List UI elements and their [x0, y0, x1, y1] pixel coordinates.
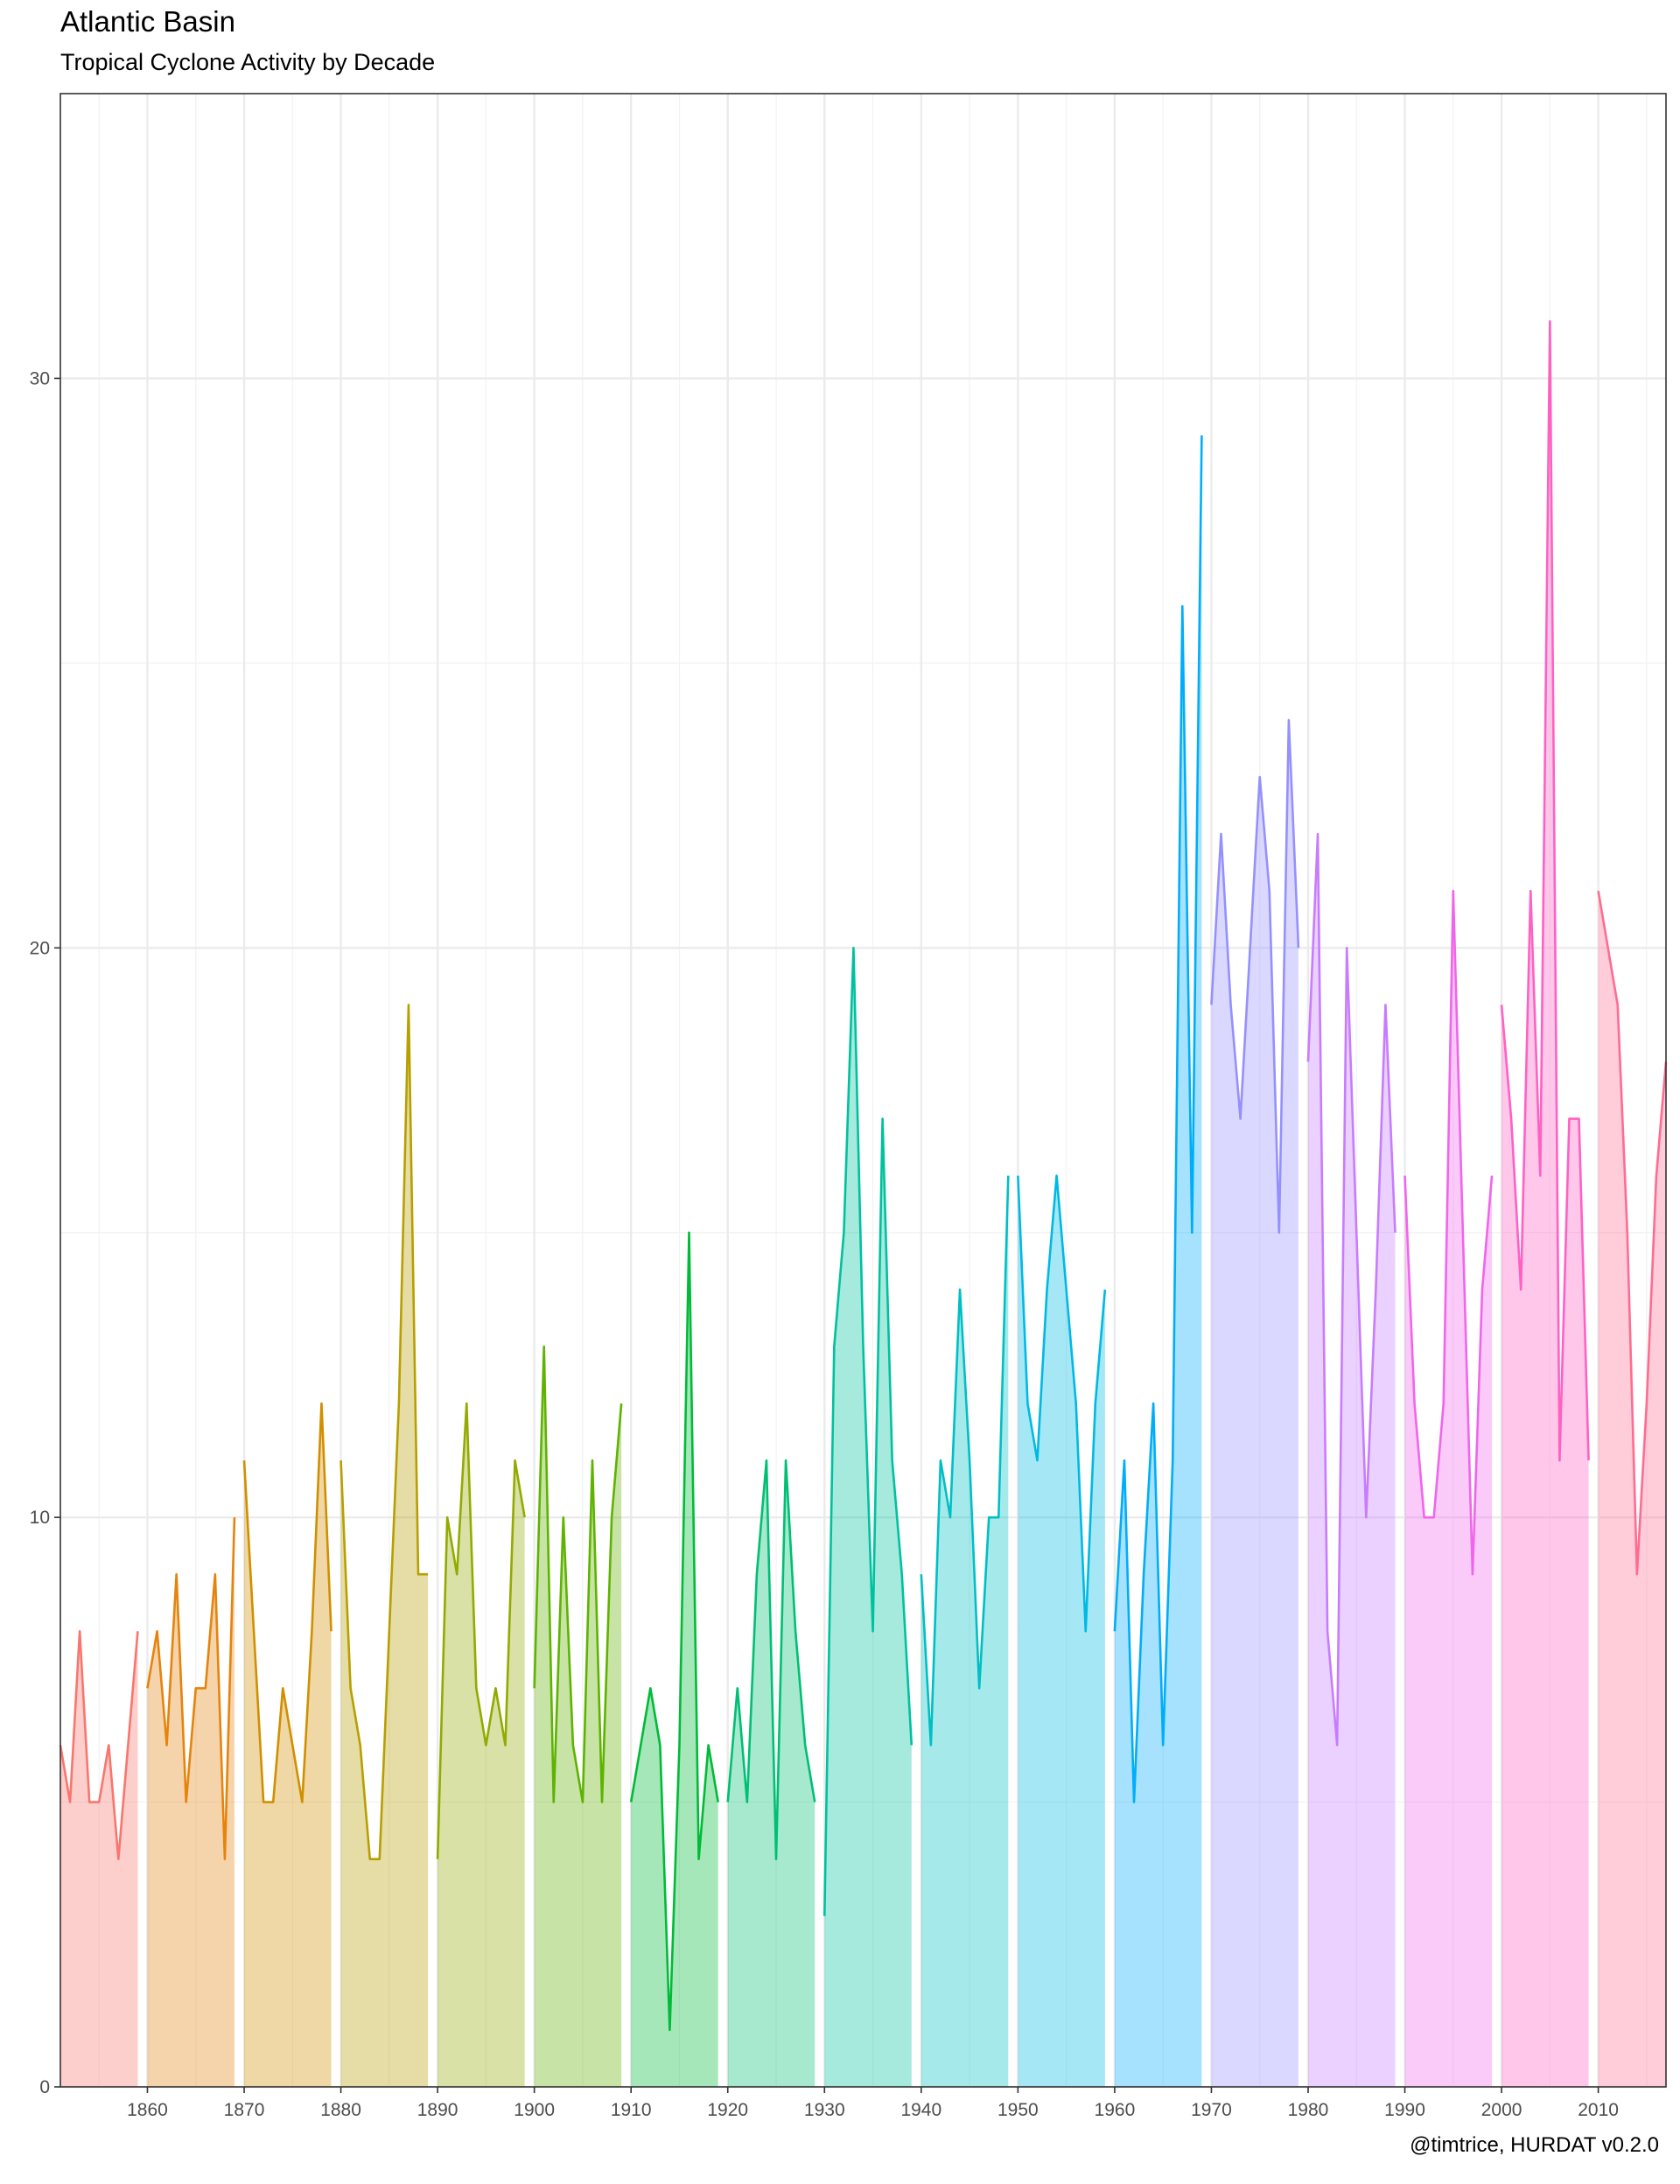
area-1880s: [340, 1004, 429, 2087]
area-1900s: [534, 1346, 622, 2087]
x-tick-label: 1900: [514, 2100, 555, 2120]
x-tick-label: 1860: [127, 2100, 168, 2120]
line-1880s: [340, 1004, 429, 1860]
line-1890s: [436, 1402, 526, 1859]
panel-border: [60, 93, 1667, 2088]
line-1980s: [1306, 832, 1396, 1746]
line-1910s: [629, 1231, 719, 2032]
line-1870s: [242, 1402, 332, 1803]
y-tick-label: 0: [39, 2077, 50, 2097]
line-1850s: [59, 1630, 139, 1860]
area-1940s: [920, 1175, 1009, 2087]
line-1920s: [726, 1459, 816, 1860]
chart-title: Atlantic Basin: [60, 5, 235, 38]
line-2000s: [1500, 320, 1590, 1462]
x-tick-label: 1910: [611, 2100, 652, 2120]
area-1860s: [147, 1517, 234, 2087]
x-tick-label: 2000: [1481, 2100, 1522, 2120]
x-tick-label: 1990: [1384, 2100, 1425, 2120]
area-1890s: [438, 1403, 525, 2087]
x-tick-label: 1920: [707, 2100, 748, 2120]
area-2010s: [1598, 891, 1666, 2088]
area-2000s: [1502, 321, 1589, 2087]
y-tick-label: 10: [30, 1508, 50, 1528]
x-tick-label: 1960: [1095, 2100, 1136, 2120]
x-tick-label: 1870: [224, 2100, 265, 2120]
x-tick-label: 1940: [900, 2100, 942, 2120]
area-1910s: [631, 1232, 718, 2087]
x-tick-label: 1950: [998, 2100, 1039, 2120]
line-1960s: [1113, 435, 1203, 1803]
area-1980s: [1307, 834, 1396, 2087]
area-1970s: [1211, 719, 1298, 2087]
area-1850s: [60, 1631, 138, 2087]
line-1930s: [822, 946, 914, 1916]
area-1870s: [244, 1403, 332, 2087]
line-2010s: [1597, 890, 1668, 1576]
plot-panel: [60, 94, 1666, 2087]
x-tick-label: 1930: [804, 2100, 845, 2120]
x-tick-label: 1970: [1191, 2100, 1232, 2120]
area-1990s: [1404, 891, 1493, 2088]
chart-subtitle: Tropical Cyclone Activity by Decade: [60, 49, 436, 75]
line-1950s: [1017, 1174, 1107, 1633]
x-tick-label: 1880: [320, 2100, 361, 2120]
line-1900s: [533, 1345, 623, 1803]
line-1860s: [146, 1517, 236, 1860]
y-tick-label: 20: [30, 938, 50, 958]
line-1990s: [1404, 889, 1494, 1576]
x-tick-label: 1890: [417, 2100, 458, 2120]
y-tick-label: 30: [30, 368, 50, 388]
line-1970s: [1210, 718, 1300, 1235]
line-1940s: [920, 1175, 1010, 1746]
chart-caption: @timtrice, HURDAT v0.2.0: [1410, 2133, 1659, 2157]
area-1920s: [727, 1460, 816, 2087]
area-1950s: [1018, 1175, 1105, 2087]
x-tick-label: 1980: [1288, 2100, 1329, 2120]
x-tick-label: 2010: [1578, 2100, 1619, 2120]
